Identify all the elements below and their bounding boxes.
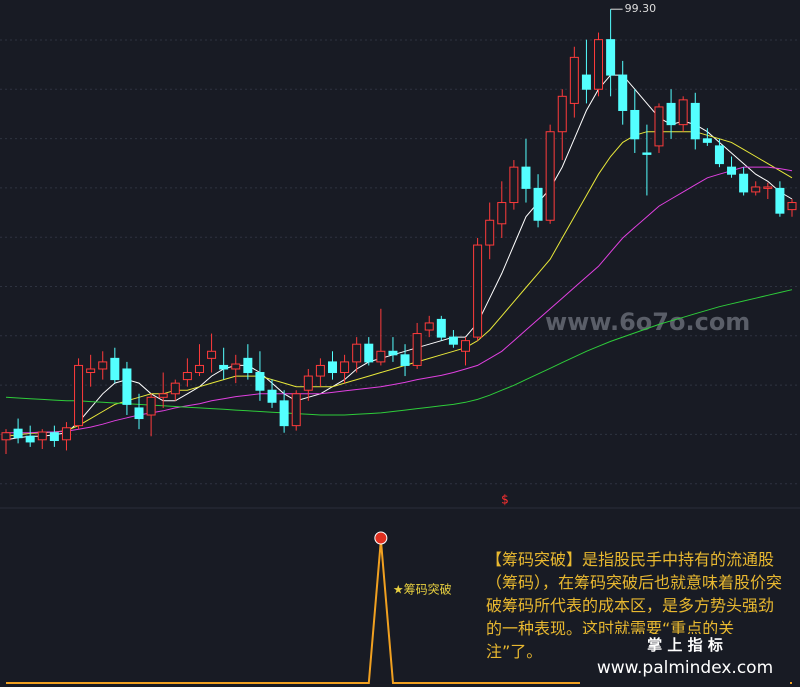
candle-body xyxy=(448,336,458,345)
candle-body xyxy=(231,363,241,370)
candle-body xyxy=(182,372,192,381)
candle-body xyxy=(497,202,507,225)
candle-body xyxy=(533,187,543,221)
peak-label: 99.30 xyxy=(625,2,657,15)
candle-body xyxy=(364,343,374,363)
candle-body xyxy=(98,361,108,370)
candle-body xyxy=(569,56,579,104)
candle-body xyxy=(678,99,688,126)
candle-body xyxy=(219,364,229,370)
candle-body xyxy=(594,39,604,90)
candle-body xyxy=(751,186,761,193)
brand-box: 掌 上 指 标 www.palmindex.com xyxy=(580,634,790,684)
candle-body xyxy=(146,396,156,416)
candle-body xyxy=(557,95,567,133)
candle-body xyxy=(424,322,434,331)
candle-body xyxy=(243,357,253,374)
candle-body xyxy=(255,372,265,391)
candle-body xyxy=(291,393,301,427)
candle-body xyxy=(86,368,96,374)
candle-body xyxy=(666,102,676,126)
candle-body xyxy=(509,166,519,204)
candle-body xyxy=(473,244,483,338)
candle-body xyxy=(642,152,652,155)
signal-label: ★筹码突破 xyxy=(393,582,452,597)
candle-body xyxy=(412,333,422,366)
candle-body xyxy=(303,375,313,391)
signal-marker: $ xyxy=(501,493,509,507)
candle-body xyxy=(521,166,531,189)
candle-body xyxy=(376,350,386,363)
watermark: www.6o7o.com xyxy=(545,308,750,336)
candle-body xyxy=(207,350,217,359)
candle-body xyxy=(279,400,289,427)
candle-body xyxy=(61,427,71,441)
candle-body xyxy=(630,109,640,140)
candle-body xyxy=(194,364,204,374)
candle-body xyxy=(618,74,628,111)
candle-body xyxy=(545,131,555,221)
candle-body xyxy=(340,361,350,374)
candle-body xyxy=(327,361,337,374)
candle-body xyxy=(74,364,84,427)
candle-body xyxy=(654,106,664,147)
candle-body xyxy=(352,343,362,363)
signal-icon xyxy=(374,531,388,545)
candle-body xyxy=(400,354,410,366)
candle-body xyxy=(267,389,277,403)
candle-body xyxy=(388,350,398,356)
candle-body xyxy=(37,431,47,441)
candle-body xyxy=(690,102,700,140)
candle-body xyxy=(170,382,180,395)
candle-body xyxy=(122,368,132,405)
candle-body xyxy=(158,393,168,398)
moving-average xyxy=(5,289,793,416)
brand: 掌 上 指 标 xyxy=(647,636,723,654)
description: 【筹码突破】是指股民手中持有的流通股（筹码），在筹码突破后也就意味着股价突破筹码… xyxy=(486,550,783,661)
candle-body xyxy=(436,318,446,338)
candle-body xyxy=(25,435,35,443)
candle-body xyxy=(763,186,773,189)
candle-body xyxy=(787,202,797,211)
candle-body xyxy=(702,138,712,143)
candle-body xyxy=(775,187,785,214)
candle-body xyxy=(739,173,749,193)
candle-body xyxy=(315,364,325,377)
candle-body xyxy=(461,340,471,352)
url: www.palmindex.com xyxy=(596,658,774,678)
candle-body xyxy=(606,39,616,76)
candle-body xyxy=(49,432,59,442)
candle-body xyxy=(110,357,120,381)
candle-body xyxy=(727,166,737,175)
candle-body xyxy=(1,432,11,441)
candle-body xyxy=(13,428,23,439)
candle-body xyxy=(581,74,591,90)
candle-body xyxy=(134,407,144,420)
candle-body xyxy=(714,145,724,165)
candle-body xyxy=(485,219,495,246)
